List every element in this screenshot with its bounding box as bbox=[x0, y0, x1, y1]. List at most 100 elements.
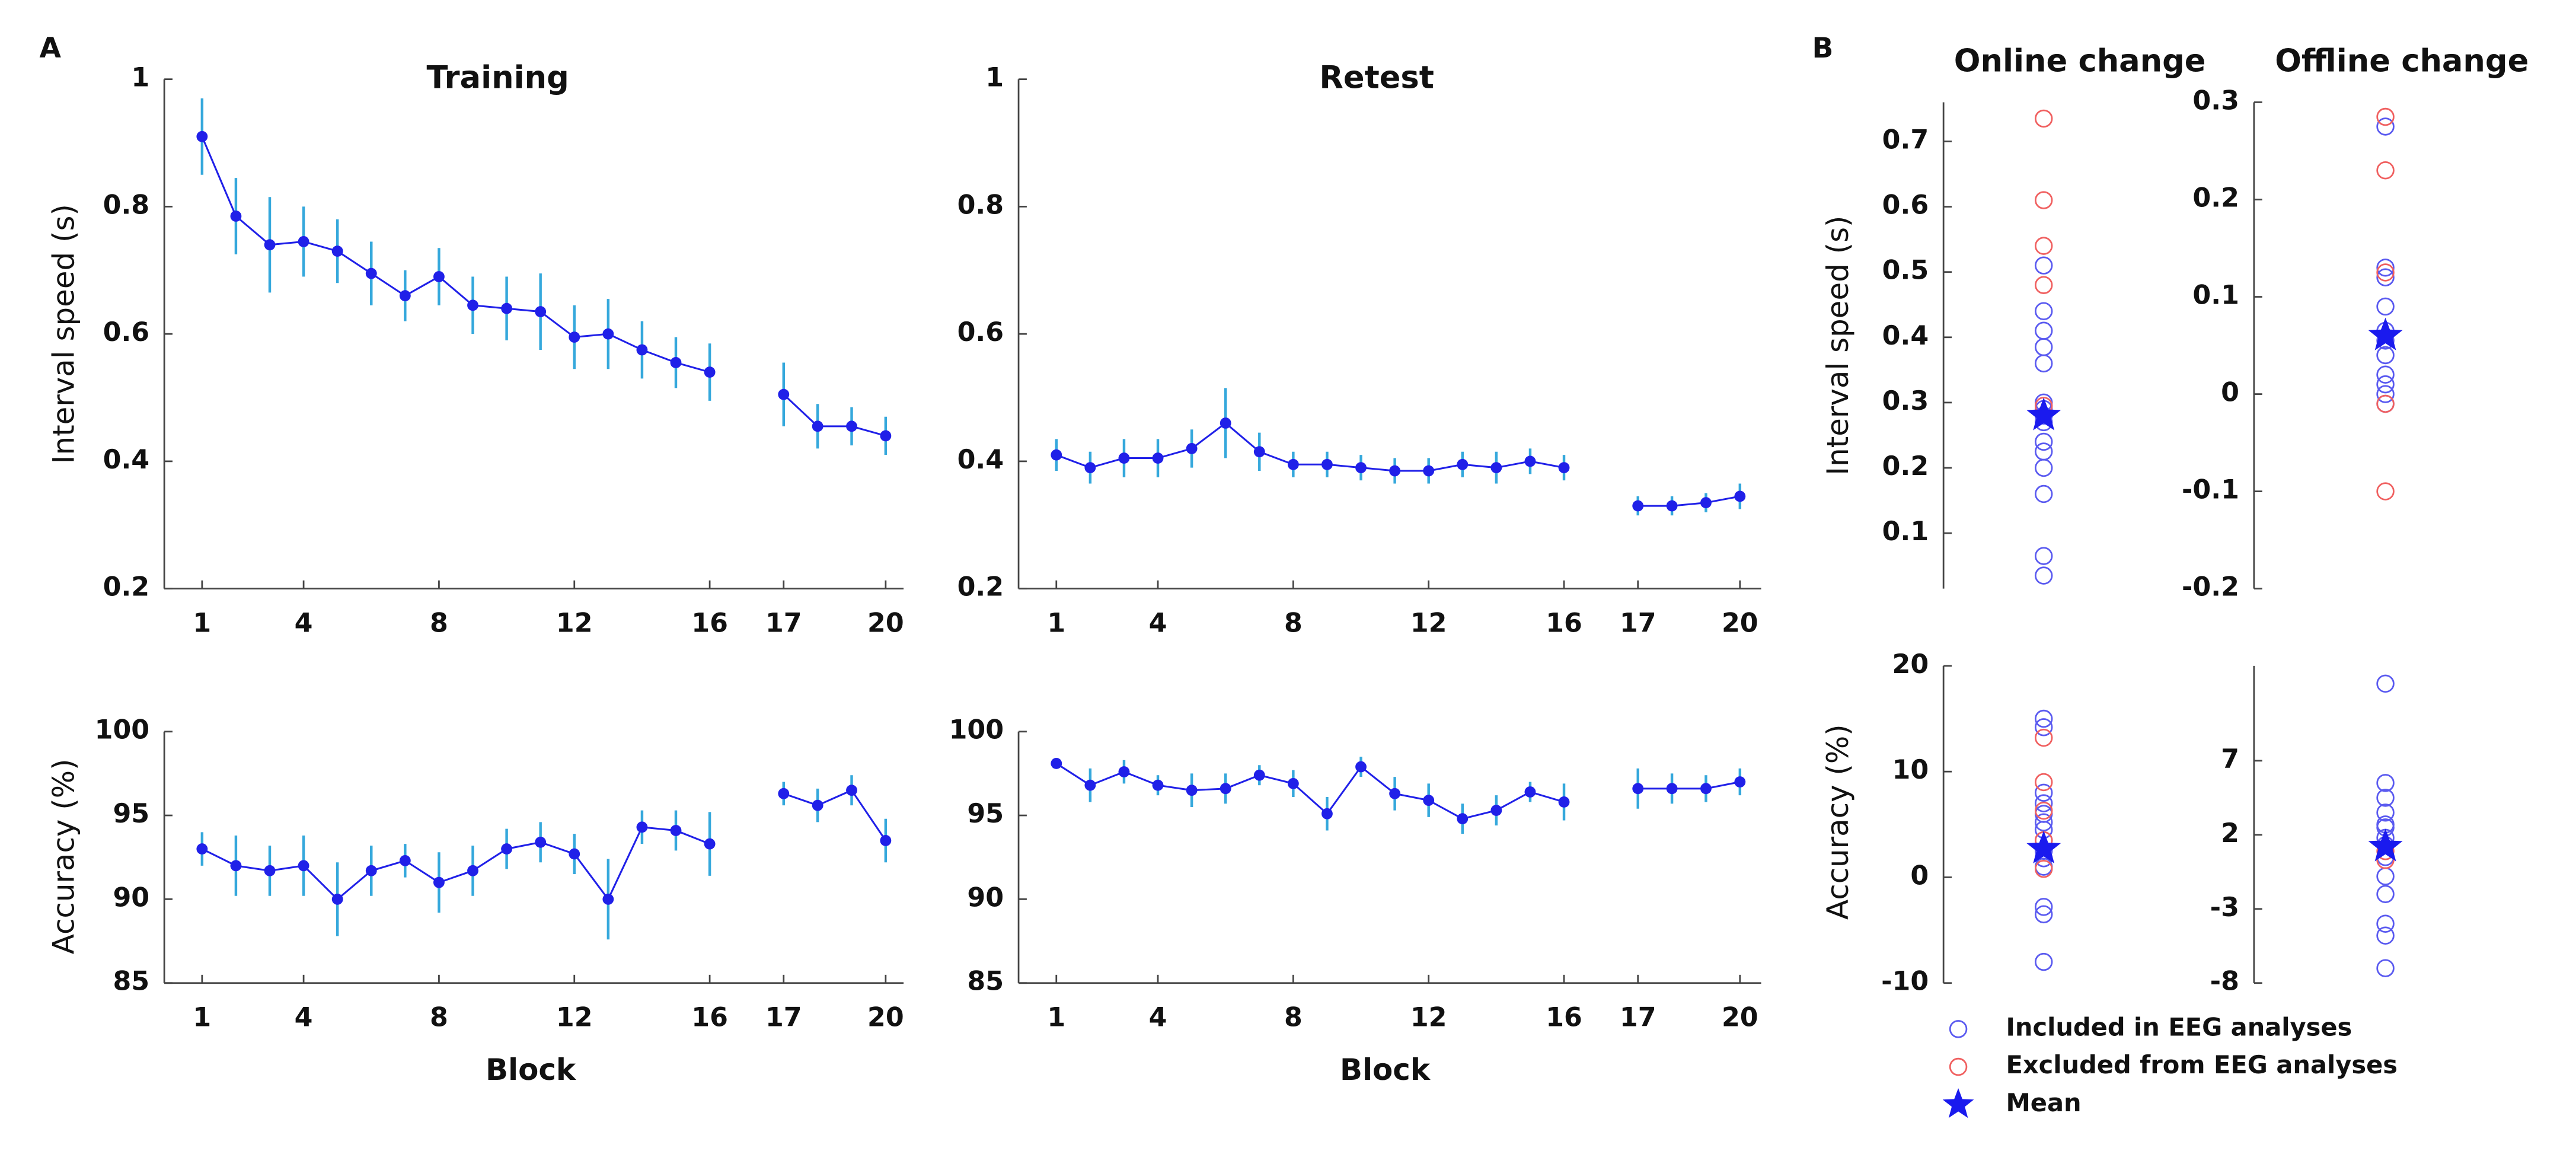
x-tick-label: 17 bbox=[1620, 1003, 1656, 1033]
data-point bbox=[704, 366, 716, 378]
data-point bbox=[2034, 813, 2053, 831]
legend-marker bbox=[1949, 1020, 1968, 1038]
data-point bbox=[704, 838, 716, 850]
x-tick-label: 20 bbox=[1722, 1003, 1758, 1033]
data-point bbox=[1220, 417, 1231, 429]
data-point bbox=[535, 306, 547, 317]
y-tick-label: 1 bbox=[131, 63, 149, 93]
data-point bbox=[1321, 808, 1333, 820]
chart-title: Offline change bbox=[2275, 43, 2529, 79]
data-point bbox=[1287, 777, 1299, 789]
data-point bbox=[298, 236, 309, 247]
data-point bbox=[2376, 774, 2395, 792]
data-point bbox=[1457, 458, 1469, 470]
data-point bbox=[880, 430, 892, 442]
data-point bbox=[2034, 302, 2053, 320]
y-tick-label: 7 bbox=[2221, 744, 2239, 774]
data-point bbox=[501, 843, 513, 855]
data-point bbox=[230, 860, 242, 872]
x-axis-label: Block bbox=[486, 1053, 577, 1087]
data-point bbox=[365, 267, 377, 279]
panel-label: A bbox=[40, 32, 62, 65]
data-point bbox=[1457, 813, 1469, 825]
y-tick-label: 0.8 bbox=[103, 190, 150, 220]
data-point bbox=[2034, 237, 2053, 255]
data-point bbox=[2034, 709, 2053, 728]
y-tick-label: -8 bbox=[2210, 967, 2239, 997]
data-point bbox=[670, 357, 682, 368]
x-tick-label: 16 bbox=[1546, 1003, 1582, 1033]
data-point bbox=[2034, 952, 2053, 971]
data-point bbox=[1355, 462, 1367, 474]
data-point bbox=[2376, 867, 2395, 886]
y-axis-label: Interval speed (s) bbox=[1821, 215, 1855, 475]
data-point bbox=[2376, 674, 2395, 693]
y-tick-label: 85 bbox=[113, 967, 149, 997]
data-point bbox=[2376, 385, 2395, 403]
data-point bbox=[433, 876, 445, 888]
data-point bbox=[1734, 490, 1746, 502]
data-point bbox=[298, 860, 309, 872]
data-point bbox=[2034, 276, 2053, 294]
data-point bbox=[2376, 959, 2395, 977]
data-point bbox=[2376, 926, 2395, 945]
data-point bbox=[1118, 452, 1130, 464]
data-point bbox=[2034, 566, 2053, 585]
data-point bbox=[2034, 783, 2053, 802]
data-point bbox=[2034, 905, 2053, 924]
data-point bbox=[2376, 789, 2395, 807]
data-point bbox=[1051, 758, 1062, 769]
y-tick-label: 0.8 bbox=[957, 190, 1004, 220]
data-point bbox=[399, 855, 411, 866]
data-point bbox=[2034, 321, 2053, 340]
data-point bbox=[331, 893, 343, 905]
data-point bbox=[846, 785, 857, 796]
data-point bbox=[1700, 497, 1712, 509]
series-line bbox=[1055, 763, 1565, 820]
y-tick-label: 0.2 bbox=[103, 572, 150, 602]
mean-marker bbox=[2026, 397, 2061, 431]
data-point bbox=[670, 825, 682, 836]
y-axis-label: Accuracy (%) bbox=[46, 758, 81, 954]
data-point bbox=[264, 865, 276, 876]
chart-title: Training bbox=[426, 59, 569, 95]
data-point bbox=[636, 821, 648, 833]
data-point bbox=[1118, 766, 1130, 778]
chart-title: Online change bbox=[1954, 43, 2206, 79]
y-tick-label: 85 bbox=[967, 967, 1004, 997]
data-point bbox=[2376, 804, 2395, 822]
series-line bbox=[783, 789, 887, 841]
x-tick-label: 12 bbox=[1410, 608, 1447, 639]
data-point bbox=[569, 848, 580, 860]
x-tick-label: 12 bbox=[556, 608, 593, 639]
data-point bbox=[1152, 779, 1164, 791]
mean-marker bbox=[2368, 828, 2403, 862]
data-point bbox=[2034, 547, 2053, 565]
x-tick-label: 4 bbox=[295, 1003, 313, 1033]
y-tick-label: 0.1 bbox=[1882, 516, 1929, 547]
legend-label: Mean bbox=[2006, 1088, 2081, 1117]
data-point bbox=[501, 302, 513, 314]
y-tick-label: 0.6 bbox=[1882, 190, 1929, 221]
y-tick-label: 1 bbox=[985, 63, 1004, 93]
series-line bbox=[1056, 422, 1565, 472]
legend-marker bbox=[1949, 1057, 1968, 1076]
series-line bbox=[1637, 781, 1741, 790]
mean-marker bbox=[2026, 830, 2061, 863]
mean-marker bbox=[2368, 317, 2403, 350]
data-point bbox=[2376, 365, 2395, 384]
data-point bbox=[778, 787, 790, 799]
data-point bbox=[2034, 773, 2053, 792]
x-tick-label: 4 bbox=[1149, 608, 1167, 639]
x-tick-label: 1 bbox=[1047, 608, 1065, 639]
chart-title: Retest bbox=[1319, 59, 1434, 95]
y-tick-label: 10 bbox=[1892, 755, 1929, 785]
x-tick-label: 8 bbox=[430, 608, 448, 639]
y-tick-label: 20 bbox=[1892, 649, 1929, 680]
data-point bbox=[2034, 484, 2053, 503]
y-tick-label: 0.6 bbox=[957, 317, 1004, 347]
y-tick-label: 0.7 bbox=[1882, 125, 1929, 155]
y-axis-label: Interval speed (s) bbox=[46, 204, 81, 464]
data-point bbox=[399, 290, 411, 302]
